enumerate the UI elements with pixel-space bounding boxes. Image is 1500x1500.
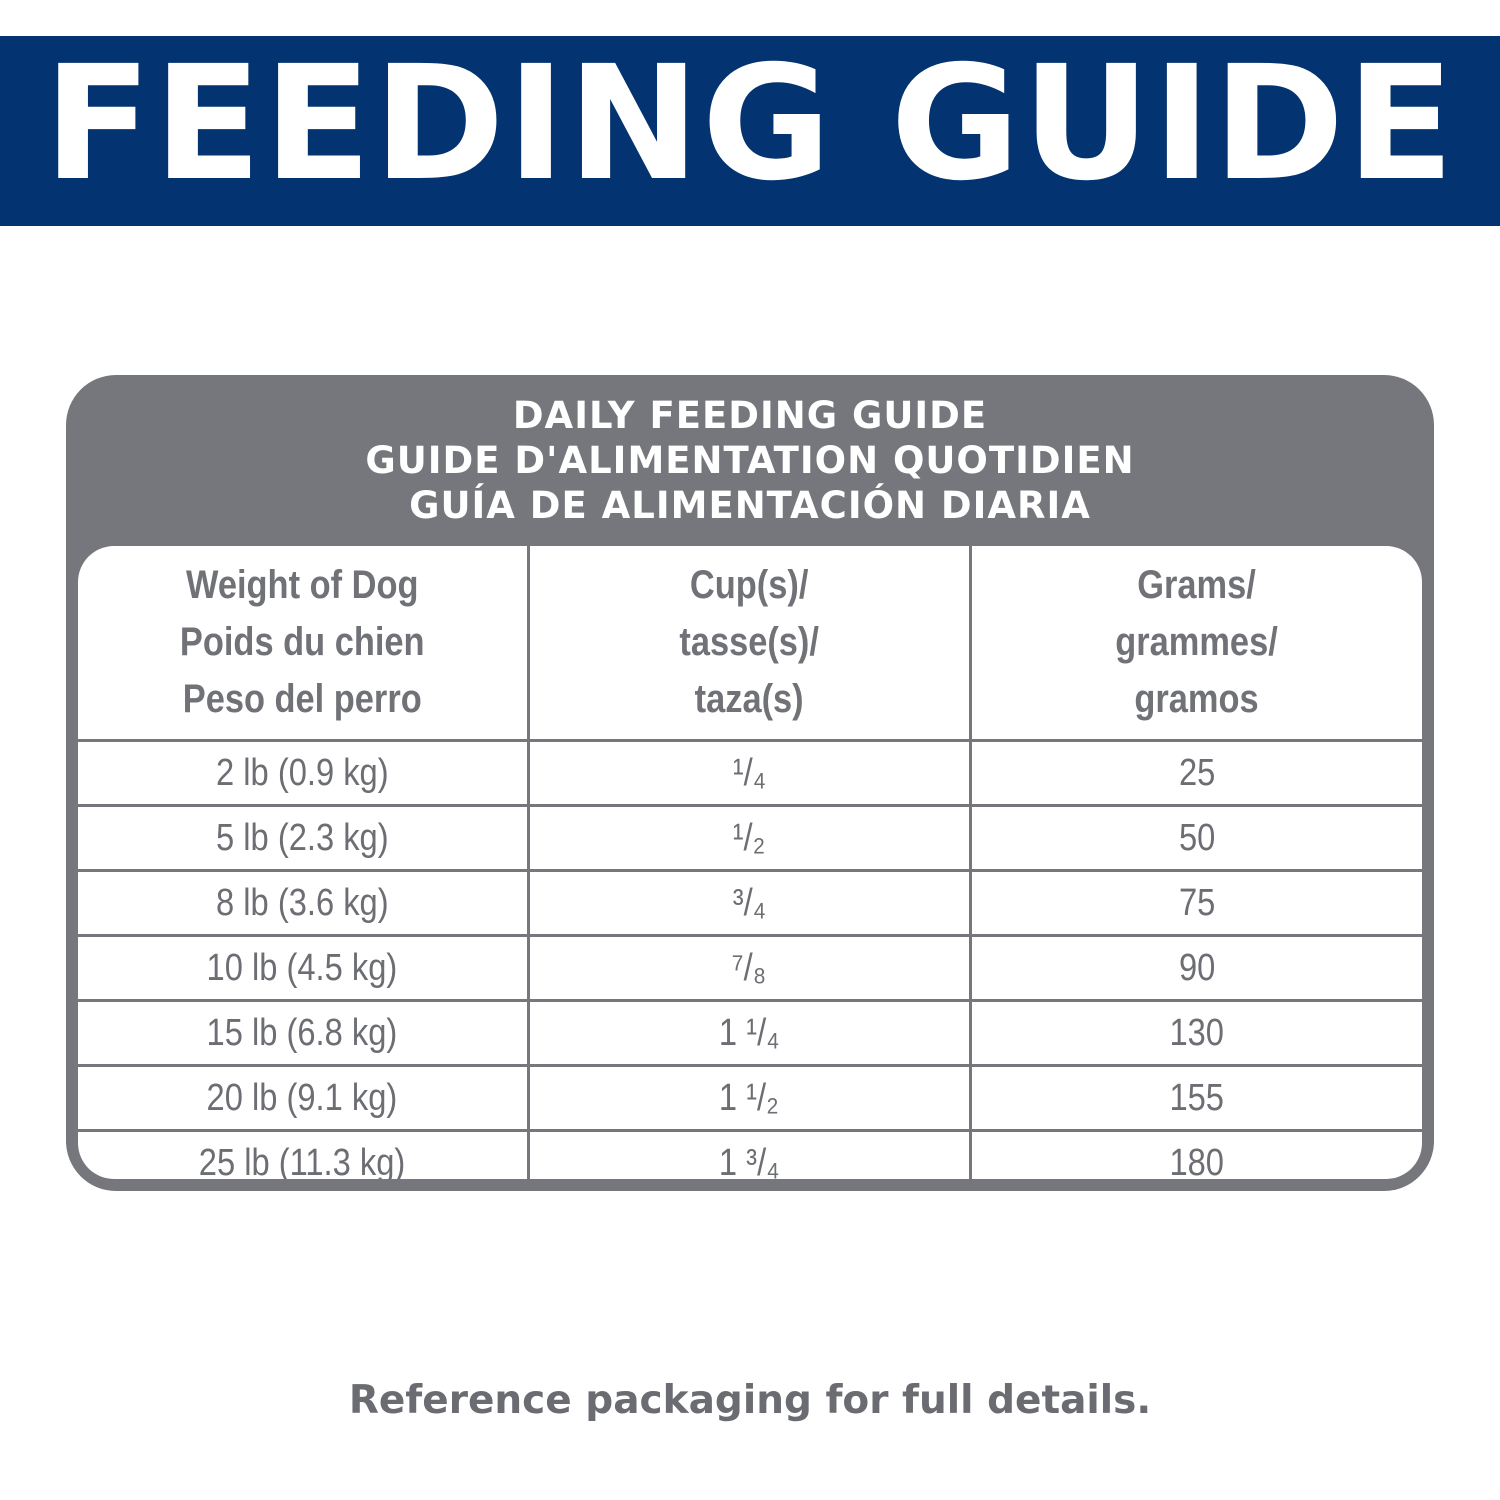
cell-weight: 20 lb (9.1 kg)	[78, 1064, 528, 1131]
feeding-guide-card: DAILY FEEDING GUIDE GUIDE D'ALIMENTATION…	[66, 375, 1434, 1191]
cell-cups: ⁷/₈	[526, 934, 970, 1001]
cell-grams: 155	[968, 1064, 1422, 1131]
table-header-row: Weight of Dog Poids du chien Peso del pe…	[78, 546, 1422, 741]
header-grams-en: Grams/	[1137, 563, 1257, 607]
cell-weight: 10 lb (4.5 kg)	[78, 934, 528, 1001]
cell-cups: 1 ³/₄	[526, 1129, 970, 1179]
table-row: 5 lb (2.3 kg) ¹/₂ 50	[78, 804, 1422, 871]
card-heading-english: DAILY FEEDING GUIDE	[512, 394, 988, 437]
header-cups-es: taza(s)	[694, 677, 804, 721]
card-heading: DAILY FEEDING GUIDE GUIDE D'ALIMENTATION…	[66, 393, 1434, 528]
cell-grams: 180	[968, 1129, 1422, 1179]
header-grams: Grams/ grammes/ gramos	[968, 546, 1422, 741]
header-weight: Weight of Dog Poids du chien Peso del pe…	[78, 546, 528, 741]
cell-weight: 2 lb (0.9 kg)	[78, 739, 528, 806]
table-row: 2 lb (0.9 kg) ¹/₄ 25	[78, 739, 1422, 806]
cell-grams: 75	[968, 869, 1422, 936]
cell-grams: 50	[968, 804, 1422, 871]
table-row: 25 lb (11.3 kg) 1 ³/₄ 180	[78, 1129, 1422, 1179]
cell-cups: 1 ¹/₄	[526, 999, 970, 1066]
cell-weight: 5 lb (2.3 kg)	[78, 804, 528, 871]
cell-cups: ¹/₄	[526, 739, 970, 806]
cell-weight: 8 lb (3.6 kg)	[78, 869, 528, 936]
cell-cups: ¹/₂	[526, 804, 970, 871]
table-row: 20 lb (9.1 kg) 1 ¹/₂ 155	[78, 1064, 1422, 1131]
header-grams-es: gramos	[1134, 677, 1259, 721]
header-cups-fr: tasse(s)/	[679, 620, 819, 664]
cell-cups: ³/₄	[526, 869, 970, 936]
cell-grams: 90	[968, 934, 1422, 1001]
page-title: FEEDING GUIDE	[43, 32, 1457, 216]
header-cups-en: Cup(s)/	[689, 563, 809, 607]
cell-cups: 1 ¹/₂	[526, 1064, 970, 1131]
header-weight-fr: Poids du chien	[179, 620, 425, 664]
table-row: 10 lb (4.5 kg) ⁷/₈ 90	[78, 934, 1422, 1001]
header-weight-es: Peso del perro	[182, 677, 422, 721]
header-cups: Cup(s)/ tasse(s)/ taza(s)	[526, 546, 970, 741]
cell-weight: 25 lb (11.3 kg)	[78, 1129, 528, 1179]
card-heading-french: GUIDE D'ALIMENTATION QUOTIDIEN	[365, 439, 1135, 482]
cell-grams: 25	[968, 739, 1422, 806]
header-weight-en: Weight of Dog	[186, 563, 419, 607]
table-row: 15 lb (6.8 kg) 1 ¹/₄ 130	[78, 999, 1422, 1066]
card-heading-spanish: GUÍA DE ALIMENTACIÓN DIARIA	[409, 484, 1091, 527]
header-grams-fr: grammes/	[1115, 620, 1279, 664]
table-row: 8 lb (3.6 kg) ³/₄ 75	[78, 869, 1422, 936]
feeding-table: Weight of Dog Poids du chien Peso del pe…	[78, 546, 1422, 1179]
cell-grams: 130	[968, 999, 1422, 1066]
title-banner: FEEDING GUIDE	[0, 36, 1500, 226]
footer-note: Reference packaging for full details.	[348, 1378, 1152, 1423]
cell-weight: 15 lb (6.8 kg)	[78, 999, 528, 1066]
feeding-table-wrapper: Weight of Dog Poids du chien Peso del pe…	[78, 546, 1422, 1179]
